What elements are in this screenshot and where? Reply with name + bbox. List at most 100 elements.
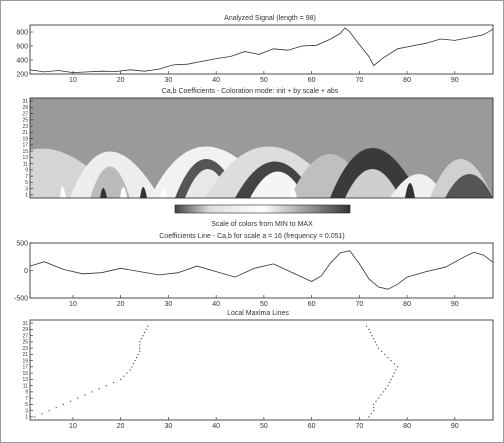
coefficients-line-y-tick-label: 500 xyxy=(16,241,28,248)
coefficients-line-x-tick-label: 40 xyxy=(212,301,220,308)
signal-x-tick-label: 40 xyxy=(212,77,220,84)
signal-plot: 10 20 30 40 50 60 70 80 90 200 400 600 800 xyxy=(16,27,494,84)
maxima-point xyxy=(139,350,141,352)
maxima-point xyxy=(139,341,141,343)
signal-title: Analyzed Signal (length = 98) xyxy=(224,15,316,22)
coefficients-y-tick-label: 29 xyxy=(22,105,28,111)
maxima-axes xyxy=(29,319,494,421)
maxima-y-tick-label: 19 xyxy=(22,358,28,364)
maxima-x-tick-label: 70 xyxy=(355,423,363,430)
signal-series-line xyxy=(29,27,494,74)
maxima-point xyxy=(139,347,141,349)
maxima-point xyxy=(369,331,372,334)
maxima-point xyxy=(388,381,391,384)
coefficients-y-tick-label: 7 xyxy=(25,174,28,180)
signal-axes xyxy=(29,24,494,75)
maxima-point xyxy=(387,356,389,359)
maxima-point xyxy=(139,344,141,346)
coefficients-line-x-tick-label: 60 xyxy=(308,301,316,308)
maxima-point xyxy=(381,350,383,352)
maxima-y-tick-label: 21 xyxy=(22,352,28,358)
maxima-point xyxy=(392,375,394,377)
maxima-point xyxy=(77,397,79,399)
maxima-point xyxy=(132,363,135,365)
maxima-y-tick-label: 25 xyxy=(22,340,28,346)
maxima-point xyxy=(373,403,375,405)
coefficients-line-plot: 10 20 30 40 50 60 70 80 90 -500 0 500 xyxy=(14,241,494,308)
coefficients-line-x-tick-label: 90 xyxy=(451,301,459,308)
maxima-y-tick-label: 1 xyxy=(25,415,28,421)
maxima-y-tick-label: 23 xyxy=(22,346,28,352)
colorbar xyxy=(174,204,351,214)
coefficients-line-x-tick-label: 10 xyxy=(69,301,77,308)
maxima-point xyxy=(373,406,375,409)
maxima-point xyxy=(134,360,136,362)
coefficients-y-tick-label: 19 xyxy=(22,136,28,142)
maxima-y-tick-label: 7 xyxy=(25,396,28,402)
coefficients-y-tick-label: 1 xyxy=(25,193,28,199)
maxima-y-tick-label: 13 xyxy=(22,377,28,383)
maxima-point xyxy=(41,413,43,415)
colorbar-label: Scale of colors from MIN to MAX xyxy=(211,221,313,228)
maxima-point xyxy=(145,328,147,330)
heatmap-texture xyxy=(30,146,493,198)
coefficients-y-tick-label: 15 xyxy=(22,149,28,155)
maxima-point xyxy=(142,335,144,337)
maxima-x-tick-label: 10 xyxy=(69,423,77,430)
maxima-x-tick-label: 20 xyxy=(117,423,125,430)
coefficients-line-axes xyxy=(29,242,494,299)
signal-x-tick-label: 30 xyxy=(165,77,173,84)
maxima-point xyxy=(48,410,50,412)
coefficients-line-series-line xyxy=(29,250,494,290)
coefficients-y-tick-label: 23 xyxy=(22,124,28,130)
maxima-point xyxy=(395,369,397,371)
maxima-x-tick-label: 90 xyxy=(451,423,459,430)
maxima-point xyxy=(368,328,370,330)
coefficients-line-x-tick-label: 30 xyxy=(165,301,173,308)
coefficients-y-tick-label: 17 xyxy=(22,143,28,149)
maxima-point xyxy=(105,385,107,387)
signal-y-tick-label: 200 xyxy=(16,72,28,79)
maxima-point xyxy=(84,394,86,396)
maxima-x-tick-label: 30 xyxy=(165,423,173,430)
maxima-point xyxy=(98,388,100,390)
signal-x-tick-label: 90 xyxy=(451,77,459,84)
maxima-point xyxy=(368,416,370,418)
maxima-y-tick-label: 11 xyxy=(23,383,28,389)
maxima-x-tick-label: 40 xyxy=(212,423,220,430)
coefficients-heatmap xyxy=(29,97,494,199)
maxima-plot: 10 20 30 40 50 60 70 80 901357911131517192123252… xyxy=(22,321,458,430)
maxima-point xyxy=(384,353,386,355)
signal-x-tick-label: 60 xyxy=(308,77,316,84)
maxima-y-tick-label: 29 xyxy=(22,327,28,333)
maxima-point xyxy=(147,325,149,327)
coefficients-line-y-tick-label: 0 xyxy=(24,268,28,275)
coefficients-y-tick-label: 25 xyxy=(22,118,28,124)
maxima-point xyxy=(136,356,138,359)
maxima-point xyxy=(126,372,128,374)
maxima-x-tick-label: 80 xyxy=(403,423,411,430)
coefficients-y-tick-label: 9 xyxy=(25,168,28,174)
coefficients-y-tick-label: 31 xyxy=(22,99,28,105)
coefficients-y-tick-label: 5 xyxy=(25,180,28,186)
maxima-point xyxy=(393,372,395,374)
maxima-point xyxy=(131,366,133,368)
maxima-point xyxy=(385,388,387,390)
coefficients-y-tick-label: 21 xyxy=(22,130,28,136)
maxima-y-tick-label: 15 xyxy=(22,371,28,377)
coefficients-line-x-tick-label: 20 xyxy=(117,301,125,308)
maxima-point xyxy=(137,353,139,355)
maxima-title: Local Maxima Lines xyxy=(227,310,289,317)
signal-x-tick-label: 70 xyxy=(355,77,363,84)
coefficients-y-tick-label: 3 xyxy=(25,186,28,192)
signal-x-tick-label: 50 xyxy=(260,77,268,84)
coefficients-line-x-tick-label: 70 xyxy=(355,301,363,308)
maxima-y-tick-label: 27 xyxy=(22,333,28,339)
signal-y-tick-label: 400 xyxy=(16,58,28,65)
coefficients-line-title: Coefficients Line - Ca,b for scale a = 1… xyxy=(159,233,344,240)
coefficients-title: Ca,b Coefficients - Coloration mode: ini… xyxy=(162,88,339,95)
maxima-x-tick-label: 50 xyxy=(260,423,268,430)
signal-x-tick-label: 10 xyxy=(69,77,77,84)
maxima-y-tick-label: 17 xyxy=(22,365,28,371)
